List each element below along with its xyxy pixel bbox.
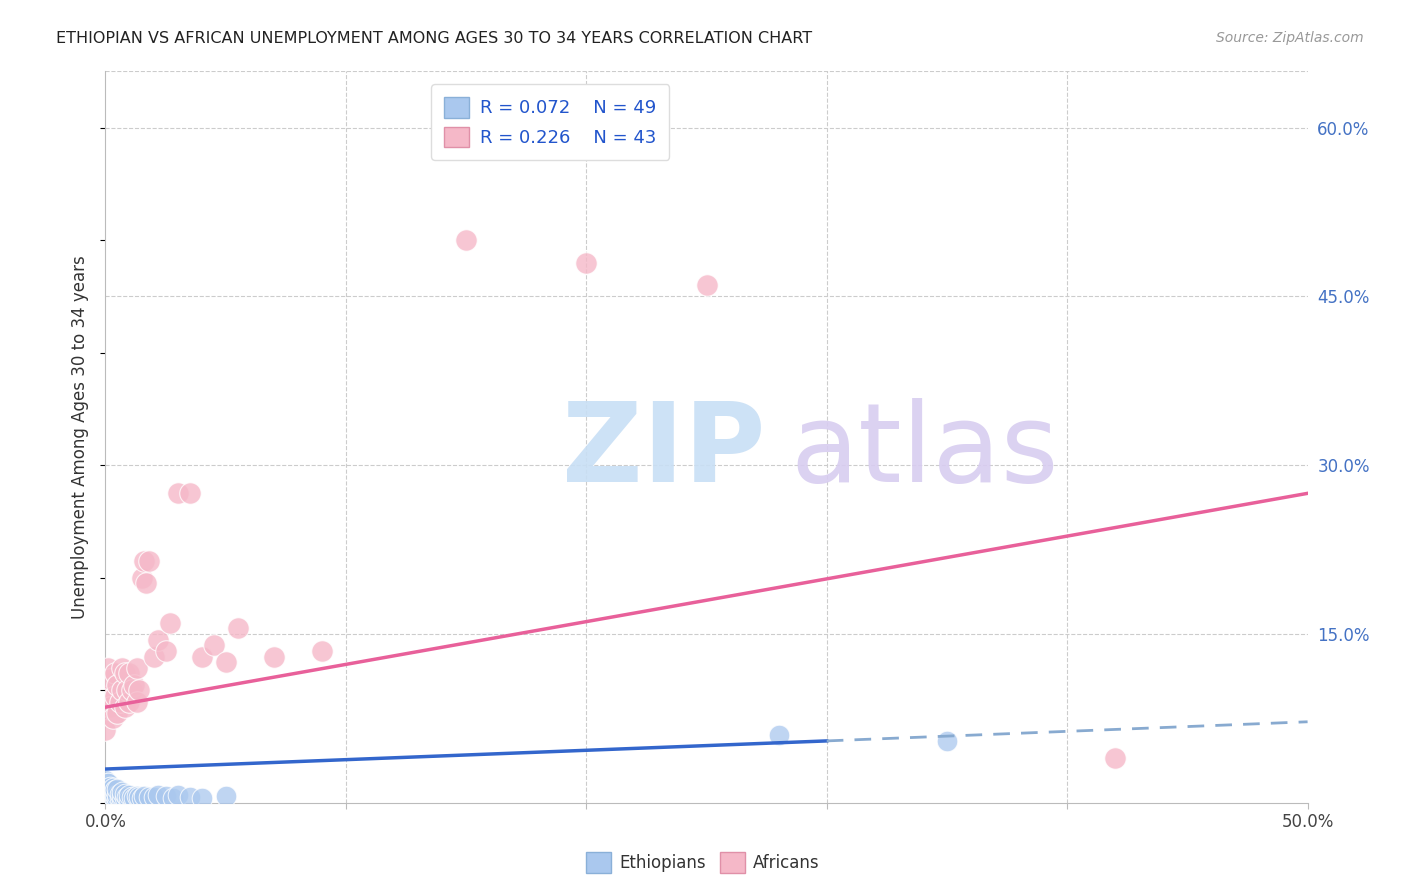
Legend: R = 0.072    N = 49, R = 0.226    N = 43: R = 0.072 N = 49, R = 0.226 N = 43 [432, 84, 669, 160]
Point [179, 486, 201, 500]
Point [575, 255, 598, 269]
Point [107, 678, 129, 692]
Point [179, 790, 201, 805]
Point [98, 700, 121, 714]
Point [190, 791, 212, 805]
Point [104, 783, 127, 797]
Point [138, 554, 160, 568]
Legend: Ethiopians, Africans: Ethiopians, Africans [579, 846, 827, 880]
Text: atlas: atlas [790, 398, 1059, 505]
Point [135, 576, 157, 591]
Point [104, 666, 127, 681]
Point [94, 787, 117, 801]
Point [98, 780, 121, 794]
Point [118, 694, 141, 708]
Point [148, 788, 170, 802]
Point [148, 632, 170, 647]
Point [98, 791, 121, 805]
Point [104, 689, 127, 703]
Point [226, 621, 249, 635]
Point [98, 672, 121, 686]
Text: Source: ZipAtlas.com: Source: ZipAtlas.com [1216, 31, 1364, 45]
Point [214, 655, 236, 669]
Point [768, 728, 790, 742]
Point [166, 486, 188, 500]
Point [108, 694, 131, 708]
Point [125, 661, 148, 675]
Point [131, 571, 153, 585]
Point [94, 782, 117, 797]
Point [166, 788, 188, 802]
Point [155, 789, 177, 803]
Point [155, 644, 177, 658]
Y-axis label: Unemployment Among Ages 30 to 34 years: Unemployment Among Ages 30 to 34 years [72, 255, 90, 619]
Point [202, 638, 225, 652]
Point [101, 786, 124, 800]
Point [111, 792, 134, 806]
Point [111, 789, 134, 803]
Point [111, 661, 134, 675]
Point [107, 792, 129, 806]
Point [311, 644, 333, 658]
Point [263, 649, 285, 664]
Point [97, 784, 120, 798]
Point [132, 554, 155, 568]
Point [94, 779, 117, 793]
Point [118, 788, 141, 802]
Point [97, 689, 120, 703]
Point [107, 706, 129, 720]
Point [111, 683, 134, 698]
Point [142, 790, 165, 805]
Point [97, 775, 120, 789]
Point [118, 792, 141, 806]
Point [159, 615, 181, 630]
Point [190, 649, 212, 664]
Point [118, 666, 141, 681]
Point [696, 278, 718, 293]
Point [121, 683, 143, 698]
Point [101, 781, 124, 796]
Point [114, 791, 136, 805]
Point [111, 784, 134, 798]
Point [138, 790, 160, 805]
Point [124, 678, 146, 692]
Point [94, 790, 117, 805]
Point [131, 791, 153, 805]
Point [936, 734, 959, 748]
Point [101, 792, 124, 806]
Point [125, 789, 148, 803]
Point [162, 791, 184, 805]
Point [115, 790, 138, 805]
Point [132, 789, 155, 803]
Point [97, 661, 120, 675]
Point [107, 788, 129, 802]
Point [104, 791, 127, 805]
Point [214, 789, 236, 803]
Point [94, 723, 117, 737]
Point [98, 787, 121, 801]
Point [108, 787, 131, 801]
Point [107, 782, 129, 797]
Point [125, 694, 148, 708]
Text: ETHIOPIAN VS AFRICAN UNEMPLOYMENT AMONG AGES 30 TO 34 YEARS CORRELATION CHART: ETHIOPIAN VS AFRICAN UNEMPLOYMENT AMONG … [56, 31, 813, 46]
Point [94, 773, 117, 788]
Point [114, 787, 136, 801]
Point [128, 683, 150, 698]
Point [104, 788, 127, 802]
Point [454, 233, 477, 247]
Point [114, 700, 136, 714]
Point [101, 711, 124, 725]
Point [115, 683, 138, 698]
Text: ZIP: ZIP [562, 398, 766, 505]
Point [101, 789, 124, 803]
Point [108, 791, 131, 805]
Point [121, 790, 143, 805]
Point [124, 791, 146, 805]
Point [97, 792, 120, 806]
Point [128, 790, 150, 805]
Point [1104, 751, 1126, 765]
Point [114, 666, 136, 681]
Point [142, 649, 165, 664]
Point [97, 789, 120, 803]
